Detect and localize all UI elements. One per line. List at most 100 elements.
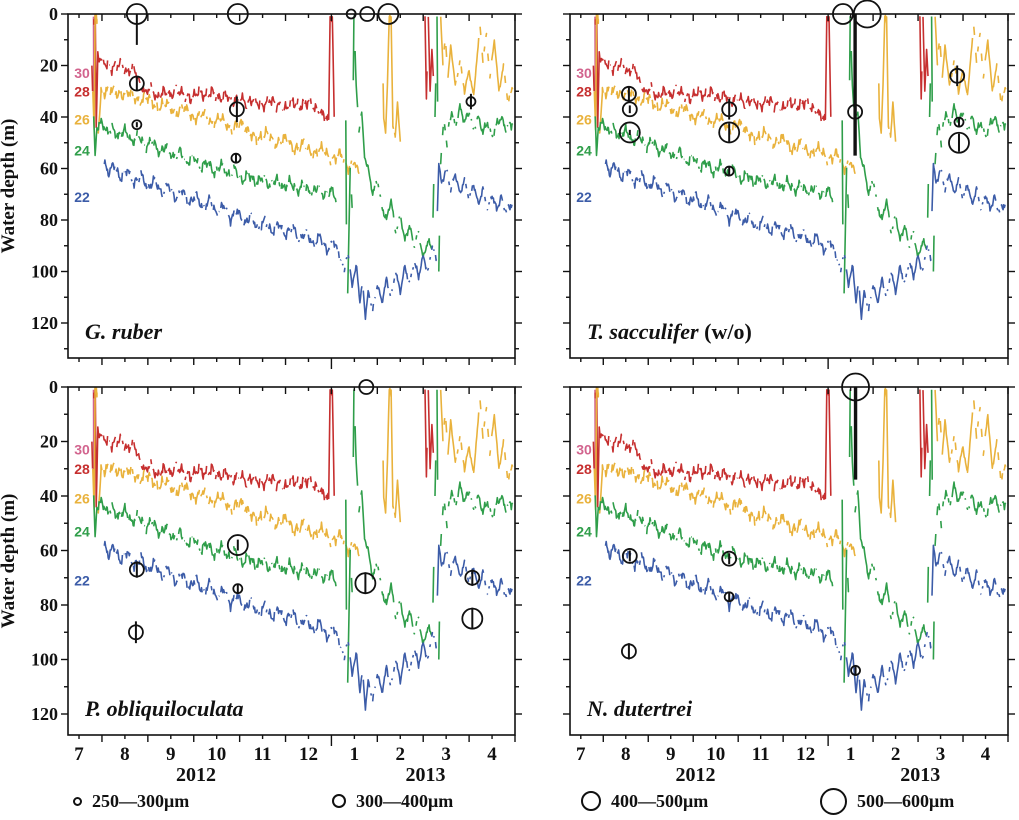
size-marker: [718, 121, 741, 144]
isotherm-lines: [592, 387, 1007, 711]
size-circle-icon: [581, 791, 601, 811]
isotherm-line: [91, 387, 435, 508]
isotherm-label: 28: [74, 83, 90, 99]
panel-title: P. obliquiloculata: [84, 696, 244, 721]
size-marker: [230, 152, 242, 164]
axis-ticks: [563, 13, 1015, 369]
isotherm-line: [604, 540, 1006, 711]
y-tick-label: 20: [40, 56, 58, 76]
y-tick-label: 120: [31, 313, 58, 333]
x-tick-label: 8: [621, 744, 631, 765]
isotherm-label: 24: [74, 523, 90, 539]
size-marker: [128, 624, 144, 641]
isotherm-line: [92, 15, 514, 294]
legend-label: 300—400μm: [356, 790, 454, 811]
size-marker: [621, 101, 638, 118]
year-label: 2012: [176, 764, 216, 786]
isotherm-label: 22: [576, 572, 592, 588]
y-tick-label: 60: [40, 541, 58, 561]
size-circle-icon: [820, 787, 847, 815]
depth-markers: [621, 372, 870, 676]
isotherm-label: 24: [74, 142, 90, 158]
size-marker: [953, 116, 965, 128]
isotherm-label: 30: [576, 442, 592, 458]
isotherm-line: [91, 14, 435, 128]
year-label: 2012: [675, 764, 715, 786]
x-tick-label: 11: [254, 744, 272, 765]
isotherm-label: 26: [576, 491, 592, 507]
year-label: 2013: [406, 764, 446, 786]
size-marker: [721, 101, 738, 118]
x-tick-label: 10: [207, 744, 226, 765]
panel-p-obliquiloculata: 0 20 40 60 80 100 120 30 28 26 24 22 P. obliquilocul…: [31, 377, 522, 746]
size-marker: [465, 96, 477, 107]
x-tick-label: 3: [441, 744, 451, 765]
y-axis-label: Water depth (m): [0, 494, 19, 629]
isotherm-label: 22: [576, 189, 592, 205]
size-marker: [723, 165, 735, 177]
x-tick-label: 3: [936, 744, 946, 765]
legend-item-400-500: 400—500μm: [581, 787, 708, 815]
size-marker: [345, 8, 357, 20]
y-tick-label: 20: [40, 432, 58, 452]
y-tick-label: 40: [40, 486, 58, 506]
size-marker: [618, 121, 641, 144]
size-marker: [125, 3, 148, 25]
isotherm-line: [593, 387, 1007, 558]
size-marker: [226, 3, 249, 25]
x-tick-label: 9: [166, 744, 176, 765]
isotherm-label: 24: [576, 523, 592, 539]
size-circle-icon: [332, 794, 346, 808]
panel-title: G. ruber: [85, 319, 162, 344]
size-marker: [377, 3, 400, 25]
isotherm-line: [593, 14, 1007, 176]
size-marker: [228, 101, 245, 118]
y-axis-label: Water depth (m): [0, 119, 19, 254]
isotherm-lines: [592, 14, 1007, 321]
size-marker: [841, 372, 870, 402]
size-marker: [723, 591, 735, 603]
isotherm-label: 30: [74, 442, 90, 458]
axis-ticks: [563, 386, 1015, 746]
size-marker: [721, 550, 738, 567]
isotherm-label: 22: [74, 572, 90, 588]
size-marker: [128, 561, 145, 578]
y-tick-label: 0: [49, 377, 58, 397]
size-marker: [948, 131, 970, 154]
panel-g-ruber: 0 20 40 60 80 100 120 30 28 26 24 22 G. ruber: [31, 3, 522, 369]
isotherm-label: 24: [576, 142, 592, 158]
panel-t-sacculifer: 30 28 26 24 22 T. sacculifer (w/o): [563, 0, 1015, 369]
depth-markers: [128, 379, 484, 644]
x-tick-label: 1: [350, 744, 360, 765]
size-marker: [949, 67, 966, 84]
y-tick-label: 0: [49, 4, 58, 24]
size-marker: [232, 583, 244, 595]
size-circle-icon: [73, 796, 82, 806]
size-marker: [847, 103, 864, 120]
size-marker: [464, 569, 481, 586]
x-tick-label: 4: [981, 744, 991, 765]
x-tick-label: 7: [74, 744, 84, 765]
x-tick-label: 10: [706, 744, 725, 765]
x-tick-label: 11: [752, 744, 770, 765]
isotherm-line: [592, 14, 929, 128]
x-tick-label: 7: [576, 744, 586, 765]
legend-item-300-400: 300—400μm: [332, 787, 453, 815]
axis-ticks: [61, 386, 522, 746]
isotherm-label: 30: [576, 65, 592, 81]
y-tick-label: 60: [40, 159, 58, 179]
isotherm-line: [92, 389, 514, 683]
isotherm-lines: [91, 387, 514, 711]
panel-frame: [67, 13, 516, 359]
size-marker: [621, 643, 637, 660]
isotherm-line: [92, 14, 514, 176]
panel-n-dutertrei: 30 28 26 24 22 N. dutertrei: [563, 372, 1015, 746]
y-tick-label: 100: [31, 262, 58, 282]
panel-title: N. dutertrei: [586, 696, 693, 721]
panel-frame: [569, 386, 1009, 736]
isotherm-label: 28: [576, 461, 592, 477]
isotherm-label: 28: [74, 461, 90, 477]
depth-markers: [125, 3, 477, 164]
isotherm-label: 26: [576, 112, 592, 128]
